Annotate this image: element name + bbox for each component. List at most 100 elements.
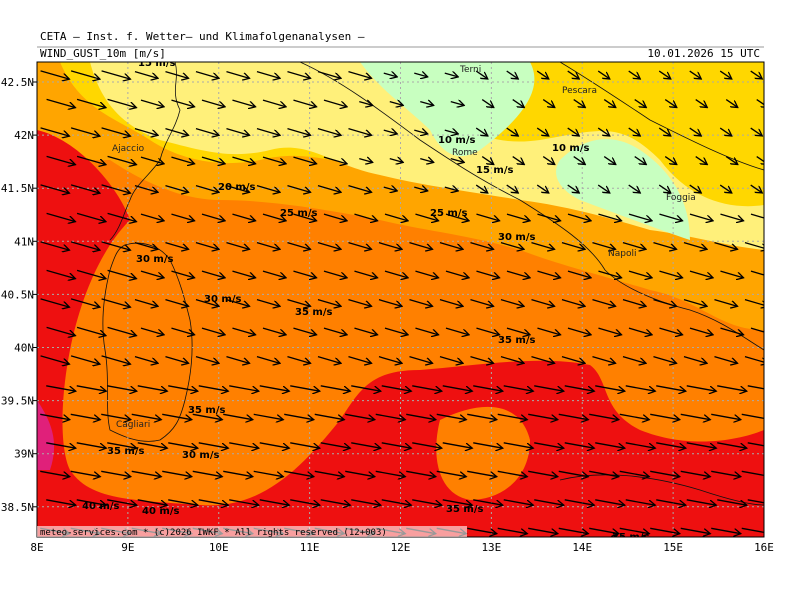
lat-label: 40.5N bbox=[1, 288, 34, 301]
wind-arrow bbox=[476, 213, 499, 221]
wind-arrow bbox=[409, 299, 432, 307]
contour-label: 30 m/s bbox=[204, 294, 241, 305]
wind-arrow bbox=[436, 470, 467, 476]
place-name: Foggia bbox=[666, 193, 696, 203]
wind-arrow bbox=[747, 385, 764, 390]
wind-arrow bbox=[165, 242, 188, 250]
wind-arrow bbox=[714, 242, 737, 250]
wind-arrow bbox=[445, 270, 469, 278]
wind-arrow bbox=[101, 127, 131, 136]
map-labels: Terni Pescara Ajaccio Rome Foggia Napoli Cagli… bbox=[82, 62, 696, 537]
wind-arrow bbox=[444, 73, 458, 77]
wind-arrow bbox=[226, 299, 249, 307]
wind-arrow bbox=[622, 299, 646, 307]
wind-arrow bbox=[76, 442, 107, 448]
wind-arrow bbox=[168, 385, 198, 391]
wind-arrow bbox=[542, 99, 555, 108]
wind-arrow bbox=[689, 127, 702, 136]
wind-arrow bbox=[389, 159, 403, 163]
wind-arrow bbox=[351, 499, 381, 505]
wind-arrow bbox=[567, 70, 580, 79]
wind-arrow bbox=[253, 470, 284, 476]
wind-arrow bbox=[101, 298, 131, 307]
wind-arrow bbox=[101, 184, 131, 193]
valid-time: 10.01.2026 15 UTC bbox=[647, 47, 760, 60]
wind-arrow bbox=[165, 356, 188, 364]
wind-arrow bbox=[317, 185, 341, 193]
wind-arrow bbox=[290, 499, 320, 505]
wind-arrow bbox=[506, 184, 519, 193]
wind-arrow bbox=[107, 155, 137, 164]
wind-arrow bbox=[287, 356, 310, 364]
contour-label: 35 m/s bbox=[295, 307, 332, 318]
wind-arrow bbox=[658, 184, 671, 193]
wind-arrow bbox=[564, 499, 595, 505]
wind-arrow bbox=[46, 499, 76, 505]
wind-arrow bbox=[107, 385, 137, 391]
wind-arrow bbox=[46, 442, 76, 448]
wind-arrow bbox=[528, 470, 558, 476]
wind-arrow bbox=[354, 270, 377, 278]
wind-arrow bbox=[595, 499, 625, 505]
wind-arrow bbox=[573, 156, 586, 165]
wind-arrow bbox=[747, 442, 764, 447]
wind-arrow bbox=[201, 99, 225, 107]
wind-arrow bbox=[345, 470, 375, 476]
wind-arrow bbox=[262, 99, 286, 107]
wind-arrow bbox=[290, 442, 320, 448]
wind-arrow bbox=[653, 356, 676, 364]
wind-arrow bbox=[619, 470, 650, 476]
wind-arrow bbox=[171, 156, 194, 164]
wind-arrow bbox=[409, 242, 432, 250]
wind-arrow bbox=[317, 356, 341, 364]
wind-arrow bbox=[558, 470, 589, 476]
wind-arrow bbox=[650, 527, 680, 533]
field-red bbox=[37, 130, 764, 537]
wind-arrow bbox=[287, 242, 310, 250]
wind-arrow bbox=[537, 327, 560, 335]
wind-arrow bbox=[628, 127, 641, 136]
wind-arrow bbox=[741, 413, 764, 419]
contour-label: 35 m/s bbox=[498, 335, 535, 346]
wind-arrow bbox=[720, 213, 743, 221]
wind-arrow bbox=[76, 499, 107, 505]
wind-arrow bbox=[711, 413, 741, 419]
wind-arrow bbox=[412, 442, 442, 448]
wind-arrow bbox=[46, 269, 76, 278]
wind-arrow bbox=[101, 70, 131, 79]
wind-arrow bbox=[744, 356, 764, 364]
wind-arrow bbox=[481, 156, 494, 165]
wind-arrow bbox=[689, 213, 713, 221]
wind-arrow bbox=[664, 156, 677, 165]
wind-arrow bbox=[171, 327, 194, 335]
wind-arrow bbox=[359, 159, 372, 163]
contour-label: 10 m/s bbox=[552, 143, 589, 154]
wind-arrow bbox=[293, 327, 316, 335]
wind-arrow bbox=[414, 73, 427, 77]
graticule bbox=[37, 62, 764, 537]
wind-arrow bbox=[262, 156, 286, 164]
wind-arrow bbox=[542, 156, 555, 165]
wind-arrow bbox=[445, 327, 469, 335]
wind-arrow bbox=[229, 385, 259, 391]
wind-arrow bbox=[589, 413, 619, 419]
wind-arrow bbox=[226, 242, 249, 250]
lon-label: 10E bbox=[209, 541, 229, 554]
wind-arrow bbox=[226, 128, 249, 136]
wind-arrow bbox=[101, 355, 131, 364]
wind-arrow bbox=[497, 527, 528, 533]
wind-arrow bbox=[598, 270, 621, 278]
wind-arrow bbox=[420, 102, 433, 106]
lat-label: 38.5N bbox=[1, 501, 34, 514]
wind-arrow bbox=[381, 442, 412, 448]
wind-arrow bbox=[134, 128, 158, 136]
wind-arrow bbox=[475, 70, 488, 79]
wind-arrow bbox=[317, 299, 341, 307]
wind-arrow bbox=[345, 413, 375, 419]
wind-arrow bbox=[198, 499, 229, 505]
place-name: Pescara bbox=[562, 86, 597, 96]
wind-arrow bbox=[40, 413, 70, 419]
wind-arrow bbox=[317, 242, 341, 250]
wind-arrow bbox=[378, 356, 402, 364]
